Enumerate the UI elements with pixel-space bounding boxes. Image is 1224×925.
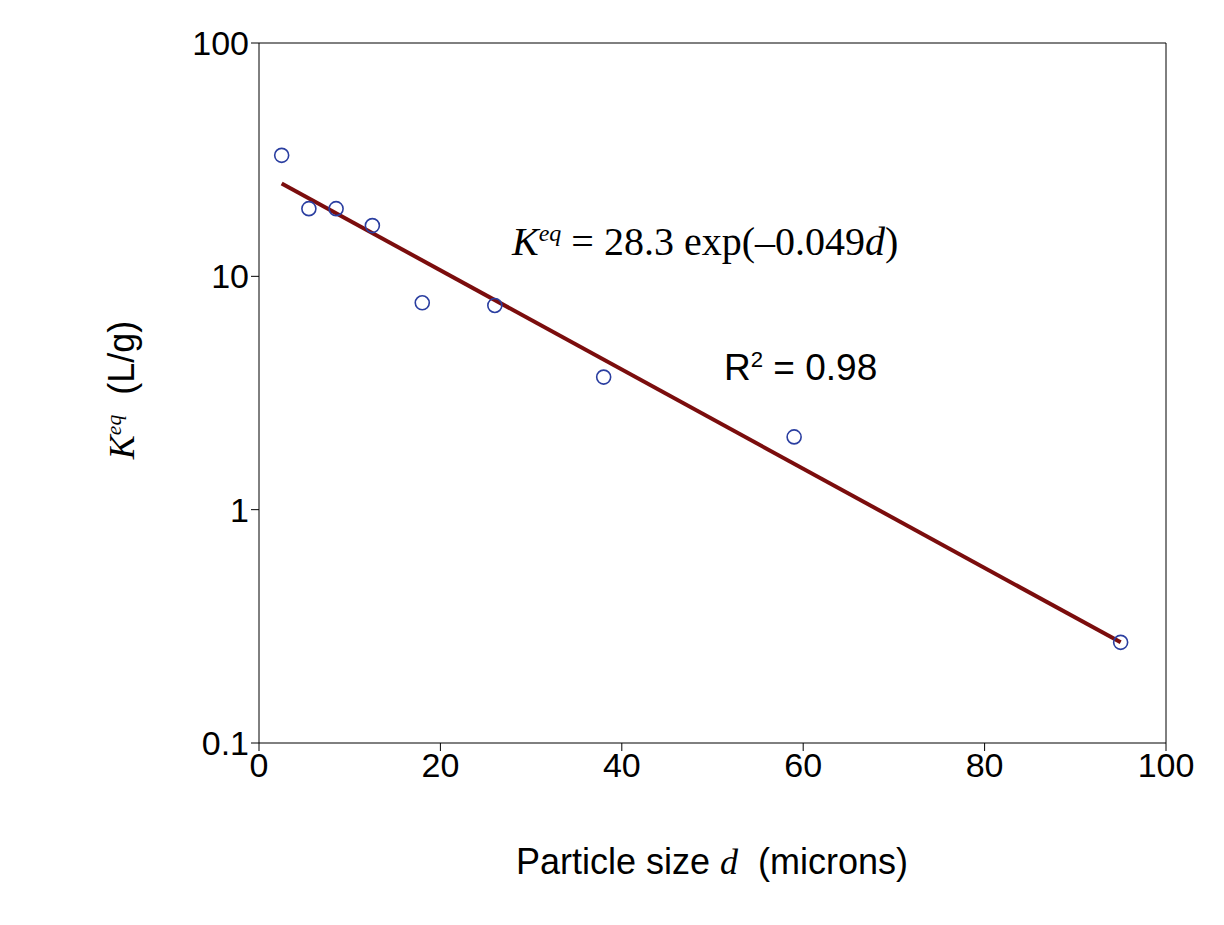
svg-text:100: 100 xyxy=(1138,746,1195,784)
html-text:R2= 0.98: R2= 0.98 xyxy=(724,346,878,388)
html-text:(L/g): (L/g) xyxy=(100,320,142,415)
svg-text:40: 40 xyxy=(603,746,641,784)
svg-text:60: 60 xyxy=(784,746,822,784)
html-text:Keq= 28.3 exp(–0.049 d): Keq= 28.3 exp(–0.049 d) xyxy=(512,219,899,264)
html-text:K: K xyxy=(101,435,142,460)
svg-text:100: 100 xyxy=(192,24,249,62)
svg-text:80: 80 xyxy=(966,746,1004,784)
html-text:Particle size d (microns): Particle size d (microns) xyxy=(516,840,908,882)
svg-text:0: 0 xyxy=(250,746,269,784)
html-text:eq: eq xyxy=(101,414,126,436)
svg-text:20: 20 xyxy=(421,746,459,784)
svg-text:10: 10 xyxy=(211,257,249,295)
svg-text:1: 1 xyxy=(230,491,249,529)
svg-text:0.1: 0.1 xyxy=(202,724,249,762)
